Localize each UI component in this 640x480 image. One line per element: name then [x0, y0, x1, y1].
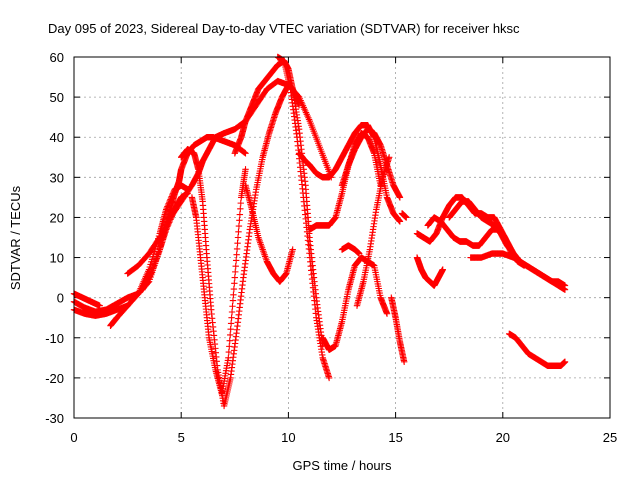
data-point [232, 268, 239, 276]
y-tick-label: 40 [50, 130, 64, 145]
series-track-23 [413, 254, 446, 289]
data-point [234, 234, 242, 241]
y-tick-label: -30 [45, 411, 64, 426]
data-point [240, 148, 248, 156]
data-point [225, 348, 233, 356]
data-point [325, 374, 333, 382]
x-tick-label: 5 [178, 430, 185, 445]
data-point [226, 337, 233, 344]
series-track-2 [70, 290, 103, 309]
axis-ticks [73, 56, 611, 419]
chart-title: Day 095 of 2023, Sidereal Day-to-day VTE… [48, 21, 520, 36]
data-point [226, 343, 233, 350]
data-point [225, 354, 232, 362]
data-point [231, 274, 238, 281]
data-point [229, 303, 236, 310]
data-point [383, 310, 391, 317]
data-point [227, 325, 234, 333]
data-point [237, 205, 244, 213]
data-point [232, 262, 239, 270]
series-track-19 [388, 294, 408, 366]
data-point [227, 331, 234, 339]
y-tick-label: 60 [50, 50, 64, 65]
y-tick-label: -10 [45, 331, 64, 346]
tick-labels: -30 -20 -10 0 10 20 30 40 50 60 0 5 10 15 20 25 [45, 50, 617, 445]
data-point [228, 314, 235, 321]
data-point [396, 194, 404, 201]
data-point [289, 246, 296, 253]
x-axis-label: GPS time / hours [293, 458, 392, 473]
data-point [230, 285, 238, 293]
series-track-25 [506, 330, 569, 370]
data-point [236, 211, 244, 218]
data-point [355, 250, 363, 257]
data-point [242, 150, 249, 157]
data-point [241, 149, 248, 156]
data-point [147, 271, 154, 278]
data-point [164, 203, 171, 210]
x-tick-label: 10 [281, 430, 295, 445]
y-tick-label: 20 [50, 210, 64, 225]
data-point [295, 101, 303, 109]
series-track-9 [188, 166, 249, 398]
data-point [96, 302, 103, 309]
x-tick-label: 15 [388, 430, 402, 445]
data-point [235, 228, 242, 235]
data-point [236, 217, 243, 224]
data-point [233, 251, 240, 258]
data-point [227, 320, 235, 327]
series-track-18 [353, 154, 393, 309]
y-tick-label: 30 [50, 170, 64, 185]
y-tick-label: 50 [50, 90, 64, 105]
plot-frame [73, 56, 611, 419]
data-point [228, 308, 236, 316]
data-point [234, 240, 241, 247]
data-point [237, 199, 244, 207]
x-tick-label: 20 [496, 430, 510, 445]
data-point [233, 245, 241, 253]
data-point [232, 257, 240, 264]
grid-lines [74, 57, 610, 418]
x-tick-label: 0 [70, 430, 77, 445]
data-point [400, 358, 408, 366]
data-point [385, 154, 393, 161]
y-axis-label: SDTVAR / TECUs [8, 185, 23, 290]
x-tick-label: 25 [603, 430, 617, 445]
y-tick-label: 0 [57, 291, 64, 306]
data-point [229, 297, 237, 304]
data-point [242, 166, 249, 173]
series-track-11 [242, 182, 296, 285]
series-track-15 [319, 254, 391, 354]
data-point [235, 222, 243, 230]
y-tick-label: 10 [50, 251, 64, 266]
series-track-7 [156, 77, 335, 245]
series-track-17 [338, 242, 363, 257]
data-points [70, 53, 569, 410]
y-tick-label: -20 [45, 371, 64, 386]
data-point [396, 218, 404, 225]
data-point [230, 291, 237, 299]
data-point [231, 280, 238, 287]
